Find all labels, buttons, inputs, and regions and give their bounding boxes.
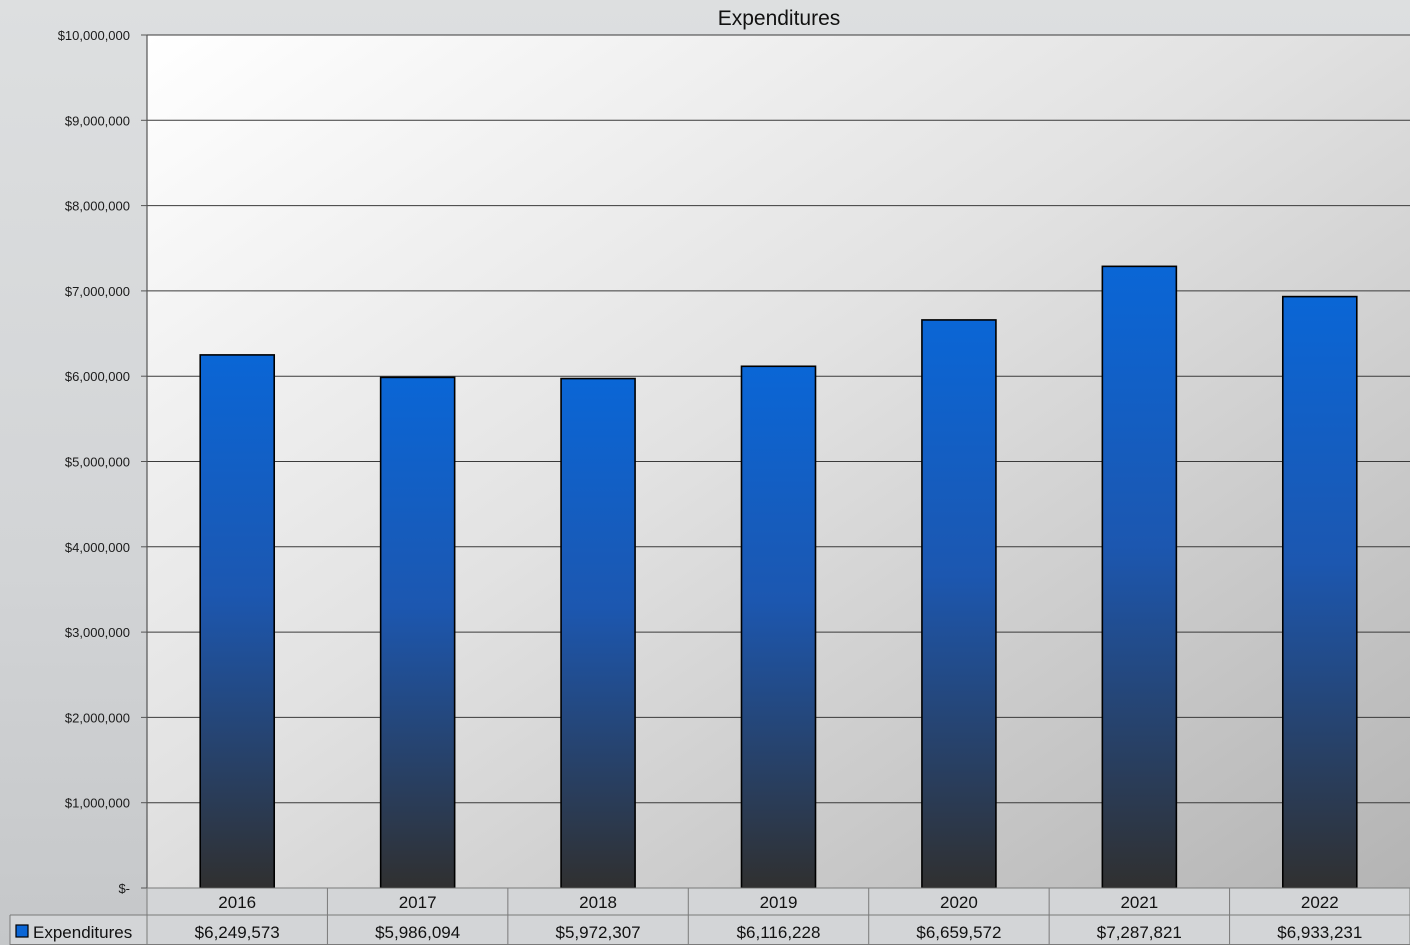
legend-label: Expenditures (33, 923, 132, 942)
data-value-label: $6,249,573 (195, 923, 280, 942)
x-tick-label: 2018 (579, 893, 617, 912)
x-tick-label: 2016 (218, 893, 256, 912)
x-tick-label: 2019 (760, 893, 798, 912)
x-tick-label: 2020 (940, 893, 978, 912)
y-tick-label: $- (118, 881, 130, 896)
x-tick-label: 2017 (399, 893, 437, 912)
data-value-label: $6,116,228 (737, 923, 821, 942)
y-tick-label: $1,000,000 (65, 796, 130, 811)
bar (560, 377, 636, 889)
bar (379, 376, 456, 889)
y-tick-label: $2,000,000 (65, 710, 130, 725)
bar (740, 365, 817, 889)
data-value-label: $6,933,231 (1277, 923, 1362, 942)
y-tick-label: $4,000,000 (65, 540, 130, 555)
bar (199, 354, 276, 889)
y-tick-label: $3,000,000 (65, 625, 130, 640)
bar (921, 319, 997, 889)
table-legend-cell (10, 915, 147, 945)
x-tick-label: 2021 (1120, 893, 1158, 912)
y-tick-label: $5,000,000 (65, 455, 130, 470)
x-tick-label: 2022 (1301, 893, 1339, 912)
data-value-label: $6,659,572 (916, 923, 1001, 942)
table-background (147, 888, 1410, 945)
bars (199, 265, 1358, 889)
y-tick-label: $6,000,000 (65, 369, 130, 384)
y-tick-label: $9,000,000 (65, 113, 130, 128)
data-value-label: $7,287,821 (1097, 923, 1182, 942)
y-tick-label: $8,000,000 (65, 199, 130, 214)
y-tick-label: $10,000,000 (58, 28, 130, 43)
bar (1281, 295, 1358, 889)
data-value-label: $5,972,307 (556, 923, 641, 942)
y-axis-ticks: $- $1,000,000 $2,000,000 $3,000,000 $4,000,0… (58, 28, 147, 896)
data-table: 2016 $6,249,573 2017 $5,986,094 2018 $5,972,3… (9, 887, 1410, 945)
chart-title: Expenditures (718, 7, 841, 30)
legend-swatch (15, 924, 29, 938)
bar (1101, 265, 1178, 889)
data-value-label: $5,986,094 (375, 923, 460, 942)
y-tick-label: $7,000,000 (65, 284, 130, 299)
